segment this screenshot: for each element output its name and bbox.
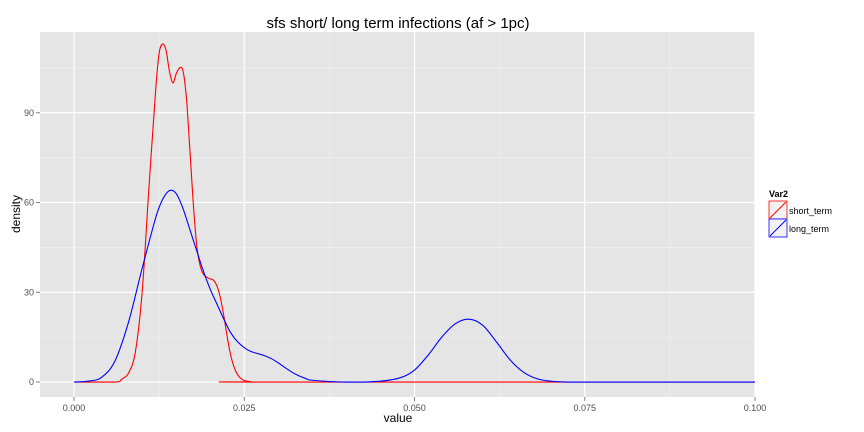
x-axis-ticks: 0.000 0.025 0.050 0.075 0.100 [63, 397, 766, 413]
minor-gridlines [40, 32, 755, 397]
legend-label-long-term: long_term [789, 224, 829, 234]
y-tick-label: 90 [24, 108, 34, 118]
y-tick-label: 60 [24, 198, 34, 208]
x-tick-label: 0.075 [573, 403, 596, 413]
legend-label-short-term: short_term [789, 206, 832, 216]
x-tick-label: 0.025 [233, 403, 256, 413]
series-line-long-term [74, 189, 755, 383]
chart-title: sfs short/ long term infections (af > 1p… [266, 15, 529, 32]
y-tick-label: 30 [24, 287, 34, 297]
x-tick-label: 0.050 [403, 403, 426, 413]
x-tick-label: 0.000 [63, 403, 86, 413]
density-curves [74, 43, 755, 383]
legend-swatch-long-term [769, 219, 787, 237]
y-axis-label: density [9, 195, 23, 233]
legend-item-short-term: short_term [768, 200, 832, 220]
legend-swatch-short-term [769, 201, 787, 219]
series-line-short-term [74, 43, 755, 383]
y-tick-label: 0 [29, 377, 34, 387]
legend-item-long-term: long_term [768, 218, 829, 238]
legend: Var2 short_term long_term [768, 189, 832, 238]
y-axis-ticks: 0 30 60 90 [24, 108, 40, 387]
x-axis-label: value [384, 411, 413, 425]
x-tick-label: 0.100 [744, 403, 767, 413]
legend-title: Var2 [769, 189, 788, 199]
